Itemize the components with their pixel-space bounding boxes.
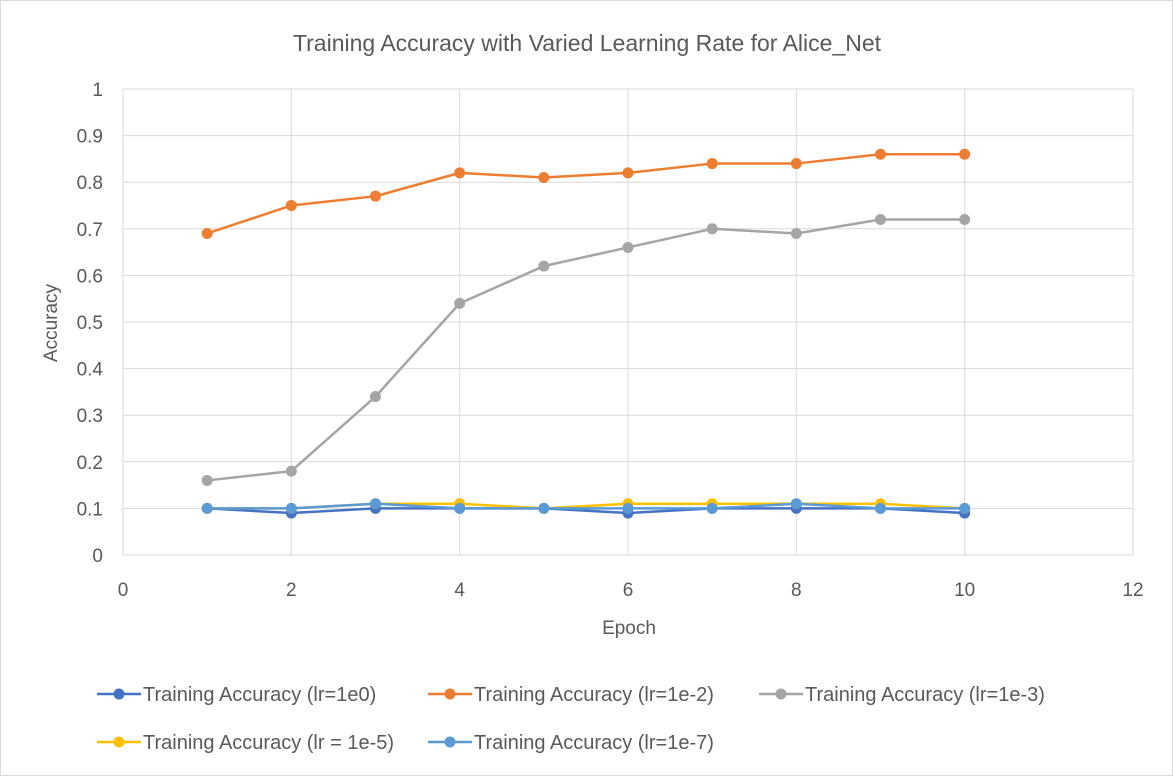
- legend-marker: [113, 736, 125, 748]
- legend-label: Training Accuracy (lr=1e-2): [474, 684, 714, 706]
- data-point: [622, 502, 634, 514]
- y-tick-label: 0.1: [77, 499, 103, 520]
- legend-entry: Training Accuracy (lr=1e-3): [759, 684, 1045, 706]
- data-point: [201, 502, 213, 514]
- series-lines: [201, 148, 971, 519]
- legend-label: Training Accuracy (lr=1e-7): [474, 732, 714, 754]
- y-tick-label: 0.2: [77, 453, 103, 474]
- data-point: [538, 502, 550, 514]
- data-point: [790, 498, 802, 510]
- legend-marker: [775, 688, 787, 700]
- gridlines: [122, 88, 1134, 556]
- x-tick-label: 8: [791, 580, 802, 601]
- data-point: [538, 172, 550, 184]
- data-point: [959, 502, 971, 514]
- y-tick-label: 0.9: [77, 127, 103, 148]
- y-tick-label: 0.8: [77, 173, 103, 194]
- data-point: [285, 465, 297, 477]
- data-point: [454, 502, 466, 514]
- legend-marker: [444, 688, 456, 700]
- x-tick-label: 6: [623, 580, 634, 601]
- legend-label: Training Accuracy (lr = 1e-5): [143, 732, 394, 754]
- data-point: [370, 190, 381, 202]
- data-point: [959, 213, 971, 225]
- data-point: [285, 502, 297, 514]
- legend: Training Accuracy (lr=1e0) Training Accur…: [97, 684, 1045, 754]
- data-point: [790, 158, 802, 170]
- legend-entry: Training Accuracy (lr=1e0): [97, 684, 376, 706]
- data-point: [790, 227, 802, 239]
- y-tick-label: 0.7: [77, 220, 103, 241]
- y-tick-label: 0: [92, 546, 103, 567]
- series-3: [201, 213, 971, 486]
- y-tick-label: 0.4: [77, 360, 104, 381]
- data-point: [538, 260, 550, 272]
- data-point: [201, 474, 213, 486]
- x-tick-label: 0: [118, 580, 129, 601]
- data-point: [875, 502, 886, 514]
- data-point: [622, 167, 634, 179]
- data-point: [370, 498, 381, 510]
- y-tick-label: 0.5: [77, 313, 103, 334]
- series-2: [201, 148, 971, 239]
- legend-label: Training Accuracy (lr=1e-3): [805, 684, 1045, 706]
- y-tick-label: 1: [92, 80, 103, 101]
- series-5: [201, 498, 971, 514]
- legend-entry: Training Accuracy (lr=1e-7): [428, 732, 714, 754]
- x-axis-title: Epoch: [602, 618, 656, 639]
- data-point: [454, 167, 466, 179]
- data-point: [622, 241, 634, 253]
- data-point: [706, 502, 718, 514]
- x-tick-label: 4: [454, 580, 465, 601]
- data-point: [706, 158, 718, 170]
- series-line: [207, 502, 965, 510]
- chart-title: Training Accuracy with Varied Learning R…: [293, 30, 882, 56]
- data-point: [370, 391, 381, 403]
- legend-marker: [113, 688, 125, 700]
- data-point: [875, 213, 886, 225]
- series-line: [206, 152, 965, 235]
- data-point: [875, 148, 886, 160]
- legend-entry: Training Accuracy (lr=1e-2): [428, 684, 714, 706]
- y-tick-label: 0.6: [77, 266, 103, 287]
- y-axis-title: Accuracy: [41, 283, 62, 362]
- series-line: [207, 218, 965, 482]
- data-point: [706, 223, 718, 235]
- data-point: [201, 227, 213, 239]
- data-point: [285, 200, 297, 211]
- y-tick-label: 0.3: [77, 406, 103, 427]
- x-tick-label: 2: [286, 580, 297, 601]
- x-tick-label: 12: [1122, 580, 1143, 601]
- data-point: [454, 297, 466, 309]
- x-tick-label: 10: [954, 580, 975, 601]
- legend-marker: [444, 736, 456, 748]
- tick-labels: 00.10.20.30.40.50.60.70.80.910 2 4 6 8 10 12: [77, 80, 1144, 601]
- legend-entry: Training Accuracy (lr = 1e-5): [97, 732, 394, 754]
- legend-label: Training Accuracy (lr=1e0): [143, 684, 376, 706]
- data-point: [959, 148, 971, 160]
- series-line: [207, 507, 965, 515]
